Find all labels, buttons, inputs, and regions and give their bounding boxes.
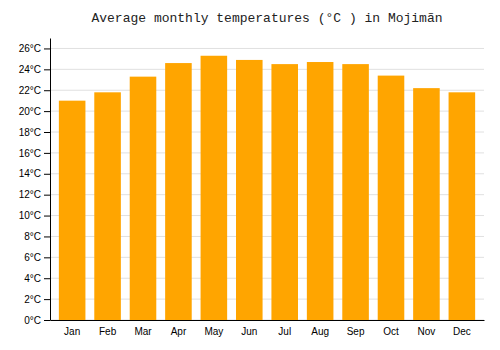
tick-label: Mar xyxy=(134,326,152,337)
tick: Apr xyxy=(171,326,187,337)
tick: 24°C xyxy=(19,64,50,75)
tick: May xyxy=(204,326,223,337)
bar xyxy=(307,62,334,320)
tick-mark xyxy=(44,278,50,279)
tick: 20°C xyxy=(19,106,50,117)
tick-mark xyxy=(44,299,50,300)
tick: Nov xyxy=(418,326,436,337)
tick-label: Jul xyxy=(278,326,291,337)
tick-label: May xyxy=(204,326,223,337)
tick: 0°C xyxy=(24,315,50,326)
tick-mark xyxy=(44,236,50,237)
y-axis: 0°C 2°C 4°C 6°C 8°C 10°C 12°C 14°C 16°C 18°C 20°C 2… xyxy=(19,39,51,326)
tick: Jan xyxy=(64,326,80,337)
axis-line xyxy=(51,320,485,321)
tick-mark xyxy=(44,48,50,49)
tick: 22°C xyxy=(19,85,50,96)
tick-label: Aug xyxy=(311,326,329,337)
tick-label: 16°C xyxy=(19,148,41,159)
tick: Oct xyxy=(383,326,399,337)
tick: 4°C xyxy=(24,273,50,284)
tick-mark xyxy=(44,320,50,321)
grid-line xyxy=(50,48,484,49)
bar xyxy=(94,92,121,320)
tick-mark xyxy=(44,111,50,112)
tick: 16°C xyxy=(19,148,50,159)
tick: Jul xyxy=(278,326,291,337)
tick: Mar xyxy=(134,326,152,337)
tick-label: 20°C xyxy=(19,106,41,117)
tick-label: 12°C xyxy=(19,189,41,200)
x-axis: Jan Feb Mar Apr May Jun Jul Aug Sep Oct Nov Dec xyxy=(51,321,485,338)
tick-mark xyxy=(44,174,50,175)
axis-line xyxy=(50,39,51,321)
tick-label: Jan xyxy=(64,326,80,337)
tick: Aug xyxy=(311,326,329,337)
tick-label: Nov xyxy=(418,326,436,337)
bar xyxy=(413,88,440,320)
tick-label: 0°C xyxy=(24,315,41,326)
bar xyxy=(342,64,369,320)
grid xyxy=(50,48,484,320)
bar xyxy=(236,60,263,320)
tick-label: Dec xyxy=(453,326,471,337)
tick: Jun xyxy=(241,326,257,337)
tick-label: 10°C xyxy=(19,210,41,221)
tick-label: 14°C xyxy=(19,168,41,179)
bar xyxy=(378,76,405,320)
tick: 8°C xyxy=(24,231,50,242)
tick: 18°C xyxy=(19,127,50,138)
tick-label: 4°C xyxy=(24,273,41,284)
tick-mark xyxy=(44,257,50,258)
tick-mark xyxy=(44,153,50,154)
tick-mark xyxy=(44,195,50,196)
tick: 12°C xyxy=(19,189,50,200)
bars xyxy=(59,56,475,320)
bar xyxy=(59,101,86,320)
tick-label: 22°C xyxy=(19,85,41,96)
tick: Dec xyxy=(453,326,471,337)
tick-label: 2°C xyxy=(24,294,41,305)
tick-mark xyxy=(44,69,50,70)
tick-label: Sep xyxy=(347,326,365,337)
title: Average monthly temperatures (°C ) in Mo… xyxy=(91,11,442,26)
tick-mark xyxy=(44,132,50,133)
plot: 0°C 2°C 4°C 6°C 8°C 10°C 12°C 14°C 16°C 18°C 20°C 2… xyxy=(19,39,485,338)
bar xyxy=(271,64,298,320)
tick-label: Jun xyxy=(241,326,257,337)
tick: 14°C xyxy=(19,168,50,179)
chart: 0°C 2°C 4°C 6°C 8°C 10°C 12°C 14°C 16°C 18°C 20°C 2… xyxy=(0,0,500,350)
tick-label: 8°C xyxy=(24,231,41,242)
bar xyxy=(449,92,476,320)
bar xyxy=(165,63,192,320)
tick-mark xyxy=(44,90,50,91)
tick-label: 26°C xyxy=(19,43,41,54)
tick: 26°C xyxy=(19,43,50,54)
grid-line xyxy=(50,69,484,70)
tick: Feb xyxy=(99,326,117,337)
tick: Sep xyxy=(347,326,365,337)
bar xyxy=(130,77,157,320)
tick-label: Oct xyxy=(383,326,399,337)
tick: 10°C xyxy=(19,210,50,221)
tick: 6°C xyxy=(24,252,50,263)
tick-label: 18°C xyxy=(19,127,41,138)
tick-label: Apr xyxy=(171,326,187,337)
tick: 2°C xyxy=(24,294,50,305)
tick-label: Feb xyxy=(99,326,117,337)
tick-mark xyxy=(44,216,50,217)
tick-label: 24°C xyxy=(19,64,41,75)
bar xyxy=(201,56,228,320)
tick-label: 6°C xyxy=(24,252,41,263)
